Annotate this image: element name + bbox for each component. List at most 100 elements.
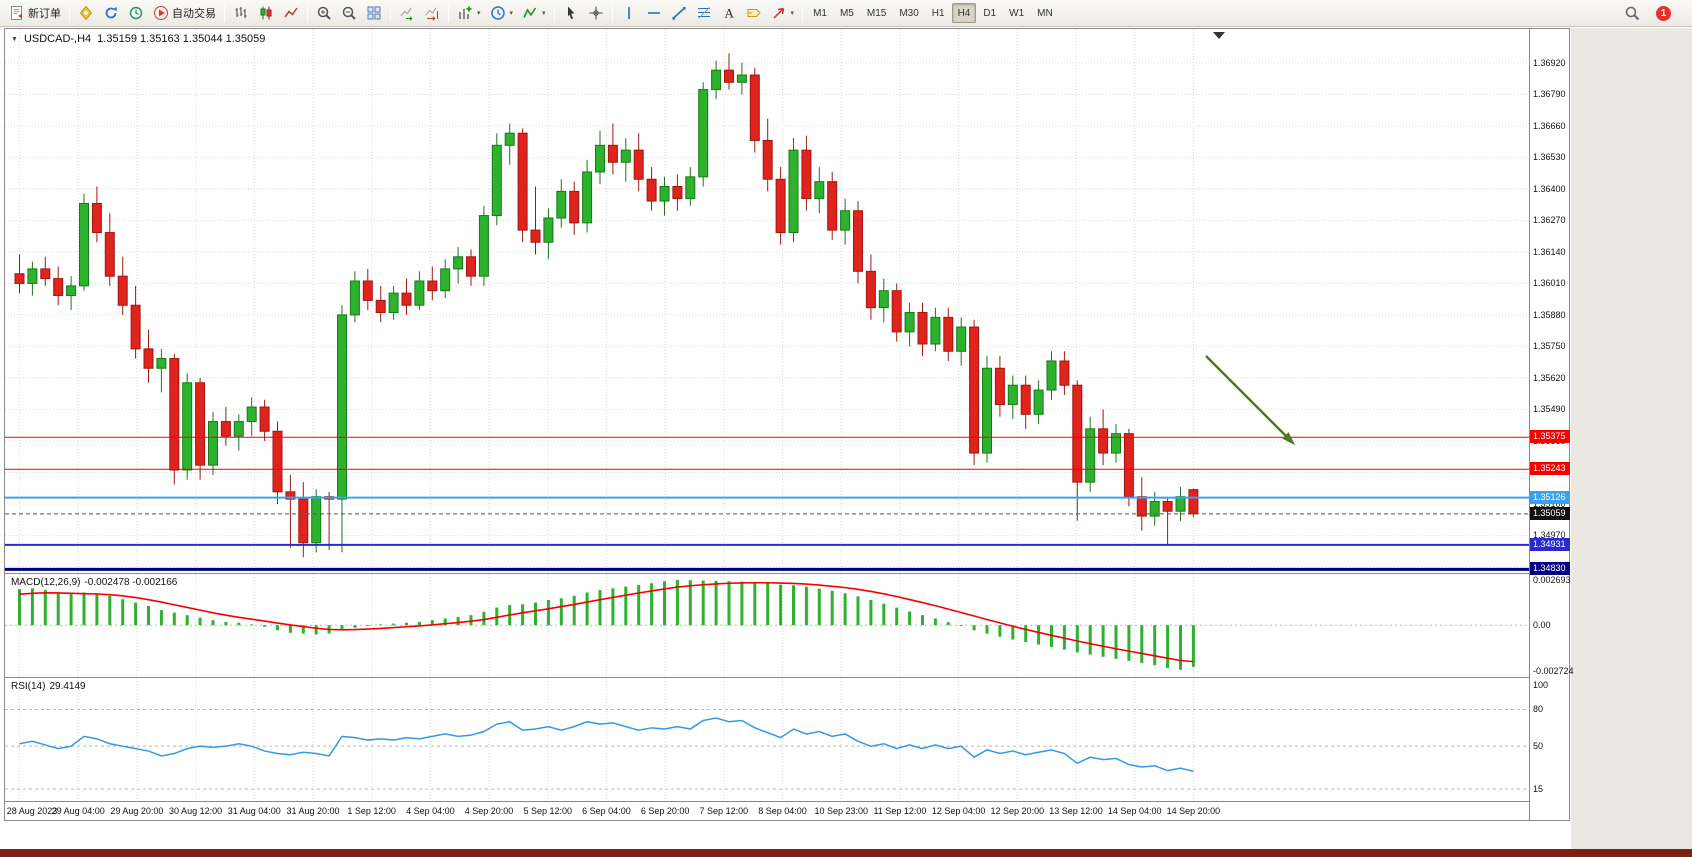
toolbar-separator xyxy=(69,4,70,22)
time-label: 10 Sep 23:00 xyxy=(814,806,868,816)
zoom-in-icon xyxy=(316,5,332,21)
axis-label: 1.35620 xyxy=(1533,372,1566,383)
axis-label: 1.36400 xyxy=(1533,183,1566,194)
fibonacci-button[interactable] xyxy=(692,2,716,24)
history-button[interactable] xyxy=(124,2,148,24)
chart-shift-button[interactable] xyxy=(420,2,444,24)
candle xyxy=(865,270,876,309)
candle xyxy=(466,256,476,277)
timeframe-button-m15[interactable]: M15 xyxy=(866,7,887,19)
indicator-icon xyxy=(522,5,538,21)
axis-label: 1.36270 xyxy=(1533,215,1566,226)
new-order-button[interactable]: 新订单 xyxy=(5,2,65,24)
text-label-button[interactable] xyxy=(742,2,766,24)
timeframe-button-m30[interactable]: M30 xyxy=(899,7,919,19)
crosshair-button[interactable] xyxy=(584,2,608,24)
candle xyxy=(1007,384,1018,406)
candle xyxy=(956,326,967,352)
line-chart-button[interactable] xyxy=(279,2,303,24)
candle xyxy=(659,186,670,202)
candle xyxy=(272,430,283,493)
timeframe-button-m1[interactable]: M1 xyxy=(813,7,827,19)
candle xyxy=(814,181,825,200)
zoom-out-button[interactable] xyxy=(337,2,361,24)
candle xyxy=(1136,496,1147,517)
notification-badge[interactable]: 1 xyxy=(1656,5,1671,21)
candle xyxy=(53,278,64,297)
candle xyxy=(117,275,128,306)
timeframe-button-d1[interactable]: D1 xyxy=(983,7,997,19)
candle xyxy=(453,256,464,270)
candle xyxy=(195,382,206,466)
indicators-button[interactable]: ▾ xyxy=(518,2,550,24)
price-tag: 1.34830 xyxy=(1530,562,1570,576)
auto-scroll-button[interactable] xyxy=(395,2,419,24)
trend-arrow-object[interactable] xyxy=(1205,355,1292,442)
new-order-button-label: 新订单 xyxy=(28,8,61,20)
price-chart[interactable] xyxy=(5,29,1529,573)
new-chart-button[interactable]: ▾ xyxy=(453,2,485,24)
candle xyxy=(1098,428,1109,454)
axis-label: 1.35490 xyxy=(1533,404,1566,415)
timeframe-button-mn[interactable]: MN xyxy=(1037,7,1053,19)
tile-icon xyxy=(366,5,382,21)
candle xyxy=(208,421,218,466)
arrows-button[interactable]: ▾ xyxy=(767,2,799,24)
price-axis[interactable]: 1.36920 1.36790 1.36660 1.36530 1.36400 1.362… xyxy=(1529,29,1574,820)
timeframe-button-w1[interactable]: W1 xyxy=(1009,7,1025,19)
auto-scroll-icon xyxy=(399,5,415,21)
axis-label: 0.00 xyxy=(1533,620,1551,631)
search-button[interactable] xyxy=(1620,2,1644,24)
candle xyxy=(401,292,412,306)
rsi-panel[interactable] xyxy=(5,678,1529,801)
candle xyxy=(827,181,838,231)
time-axis[interactable]: 28 Aug 2023 29 Aug 04:00 29 Aug 20:00 30 Au… xyxy=(5,801,1529,820)
candle xyxy=(943,316,954,352)
candle xyxy=(917,312,928,345)
candle xyxy=(66,285,77,297)
chart-shift-icon xyxy=(424,5,440,21)
periods-button[interactable]: ▾ xyxy=(486,2,518,24)
axis-label: 1.36660 xyxy=(1533,120,1566,131)
candle xyxy=(440,268,451,292)
axis-label: 1.34970 xyxy=(1533,530,1566,541)
axis-label: 1.36010 xyxy=(1533,278,1566,289)
timeframe-button-h1[interactable]: H1 xyxy=(931,7,945,19)
autotrading-button[interactable]: 自动交易 xyxy=(149,2,220,24)
bar-chart-button[interactable] xyxy=(229,2,253,24)
macd-panel[interactable] xyxy=(5,574,1529,677)
vertical-line-button[interactable] xyxy=(617,2,641,24)
collapse-icon[interactable]: ▼ xyxy=(11,35,18,43)
price-tag: 1.35059 xyxy=(1530,506,1570,520)
time-label: 5 Sep 12:00 xyxy=(523,806,573,816)
candlestick-chart-button[interactable] xyxy=(254,2,278,24)
autotrading-icon xyxy=(153,5,169,21)
refresh-button[interactable] xyxy=(99,2,123,24)
timeframe-button-m5[interactable]: M5 xyxy=(839,7,854,19)
chart-shift-marker-icon[interactable] xyxy=(1213,32,1225,39)
text-button[interactable]: A xyxy=(717,2,741,24)
horizontal-line-button[interactable] xyxy=(642,2,666,24)
panel-splitter[interactable] xyxy=(5,573,1569,574)
chevron-down-icon: ▾ xyxy=(477,10,481,17)
candle xyxy=(414,280,425,306)
panel-splitter[interactable] xyxy=(5,677,1569,678)
candle xyxy=(1059,360,1070,386)
candle xyxy=(491,144,502,217)
candle xyxy=(1111,433,1121,454)
candle xyxy=(556,190,567,219)
time-label: 30 Aug 12:00 xyxy=(169,806,223,816)
chart-symbol: USDCAD-,H4 xyxy=(23,33,92,45)
cursor-button[interactable] xyxy=(559,2,583,24)
candle xyxy=(646,178,657,202)
alerts-button[interactable] xyxy=(74,2,98,24)
candle xyxy=(801,149,812,200)
clock-icon xyxy=(490,5,506,21)
zoom-in-button[interactable] xyxy=(312,2,336,24)
chevron-down-icon: ▾ xyxy=(542,10,546,17)
zoom-out-icon xyxy=(341,5,357,21)
window-background xyxy=(1571,28,1692,849)
trendline-button[interactable] xyxy=(667,2,691,24)
timeframe-button-h4[interactable]: H4 xyxy=(951,3,977,23)
tile-windows-button[interactable] xyxy=(362,2,386,24)
